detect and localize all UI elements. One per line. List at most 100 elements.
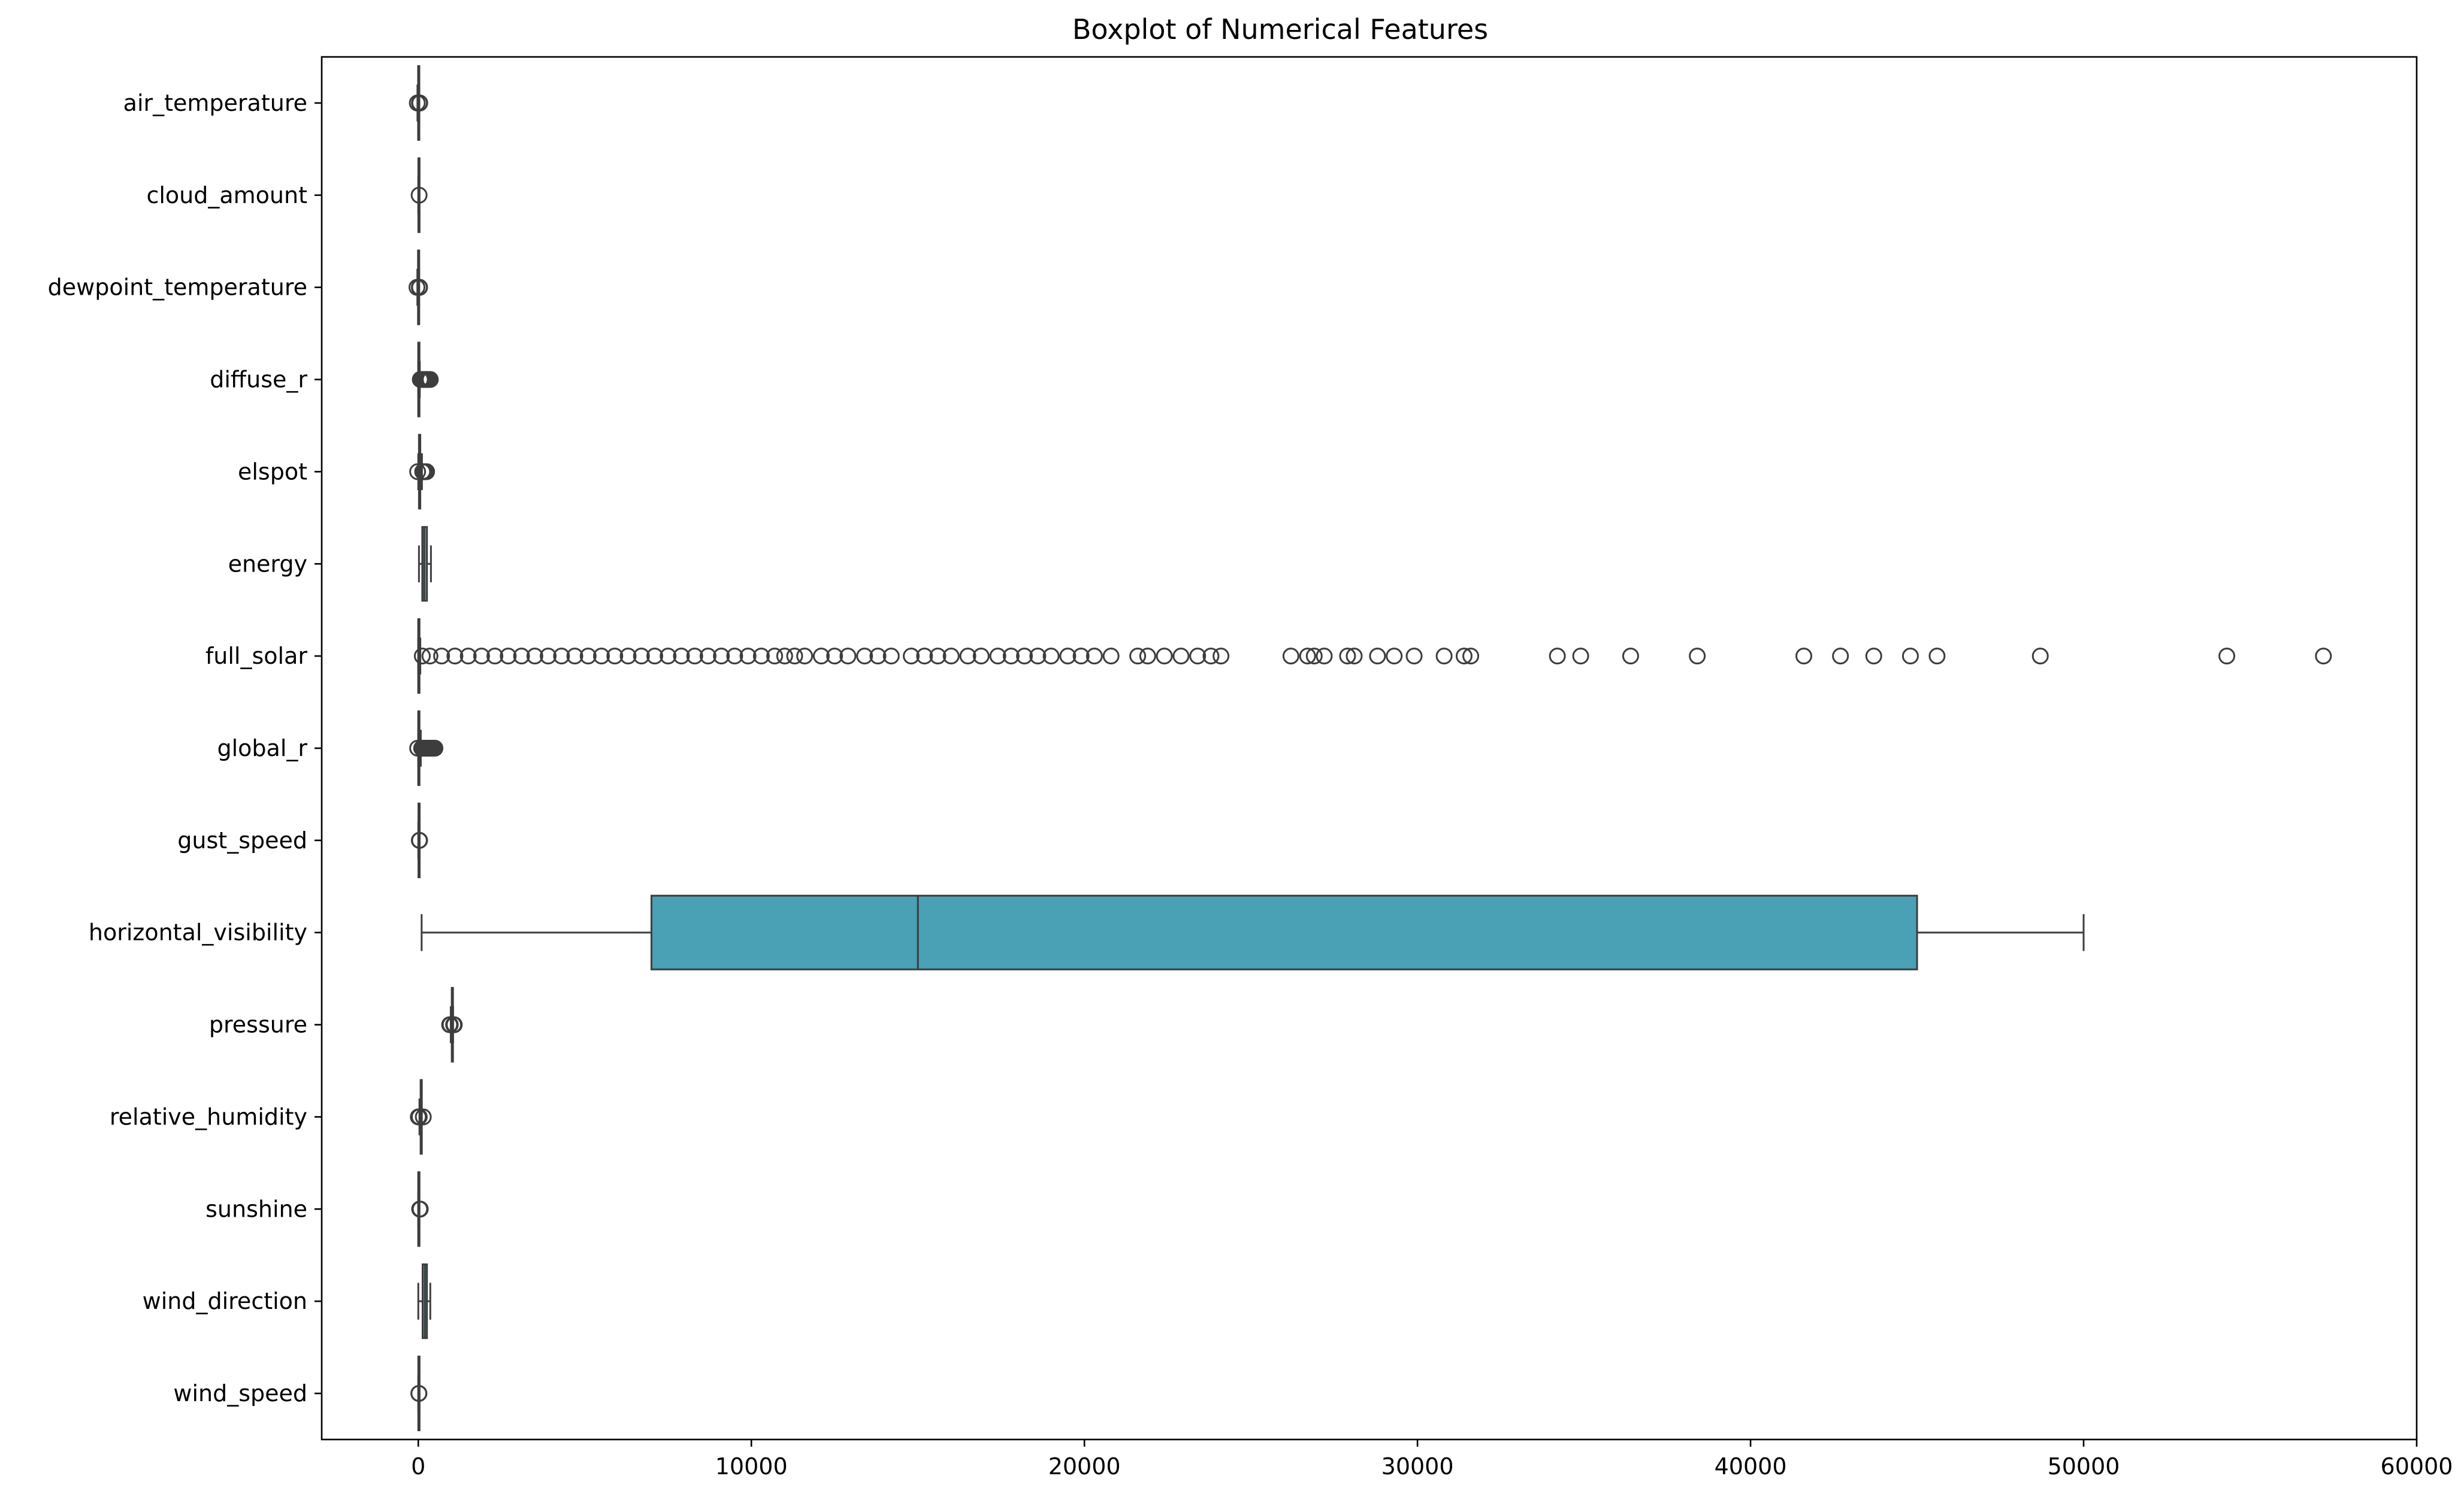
- outlier-point: [1016, 648, 1033, 665]
- outlier-point: [646, 648, 663, 665]
- outlier-point: [1435, 648, 1453, 665]
- outlier-point: [418, 463, 436, 480]
- outlier-point: [929, 648, 947, 665]
- x-tick-label: 50000: [2048, 1453, 2120, 1480]
- outlier-point: [413, 648, 431, 665]
- outlier-point: [1189, 648, 1207, 665]
- outlier-point: [540, 648, 557, 665]
- outlier-point: [410, 1385, 428, 1402]
- outlier-point: [699, 648, 716, 665]
- outlier-point: [1029, 648, 1047, 665]
- outlier-point: [839, 648, 857, 665]
- box-group-sunshine: [411, 1171, 429, 1247]
- y-tick-label: dewpoint_temperature: [48, 274, 307, 301]
- box-group-dewpoint-temperature: [409, 249, 428, 325]
- outlier-point: [1059, 648, 1077, 665]
- outlier-point: [500, 648, 517, 665]
- outlier-point: [739, 648, 757, 665]
- outlier-point: [411, 279, 428, 296]
- outlier-point: [903, 648, 920, 665]
- outlier-point: [916, 648, 933, 665]
- box-group-horizontal-visibility: [421, 894, 2085, 970]
- outlier-point: [593, 648, 610, 665]
- outlier-point: [869, 648, 887, 665]
- box-layer: [409, 65, 2332, 1432]
- x-tick-label: 30000: [1381, 1453, 1454, 1480]
- outlier-point: [513, 648, 530, 665]
- y-tick-label: wind_speed: [173, 1380, 307, 1407]
- outlier-point: [1832, 648, 1849, 665]
- outlier-point: [1172, 648, 1190, 665]
- outlier-point: [713, 648, 730, 665]
- outlier-point: [1339, 648, 1356, 665]
- box-iqr: [650, 894, 1918, 970]
- outlier-point: [1795, 648, 1813, 665]
- box-group-gust-speed: [410, 802, 428, 878]
- outlier-point: [812, 648, 830, 665]
- outlier-point: [1928, 648, 1946, 665]
- y-tick-label: global_r: [217, 735, 307, 761]
- x-tick-label: 40000: [1715, 1453, 1787, 1480]
- outlier-point: [796, 648, 814, 665]
- outlier-point: [1865, 648, 1882, 665]
- outlier-point: [660, 648, 677, 665]
- outlier-point: [2315, 648, 2332, 665]
- outlier-point: [726, 648, 743, 665]
- outlier-point: [1129, 648, 1147, 665]
- outlier-point: [1369, 648, 1386, 665]
- outlier-point: [1455, 648, 1473, 665]
- outlier-point: [1072, 648, 1090, 665]
- outlier-point: [826, 648, 843, 665]
- box-group-global-r: [409, 710, 444, 787]
- y-tick-label: cloud_amount: [146, 182, 307, 208]
- outlier-point: [1386, 648, 1403, 665]
- outlier-point: [766, 648, 784, 665]
- outlier-point: [415, 1108, 432, 1126]
- outlier-point: [972, 648, 990, 665]
- outlier-point: [1689, 648, 1706, 665]
- outlier-point: [473, 648, 490, 665]
- box-group-energy: [418, 526, 432, 602]
- outlier-point: [882, 648, 900, 665]
- outlier-point: [959, 648, 976, 665]
- y-tick-label: wind_direction: [143, 1288, 307, 1314]
- box-group-cloud-amount: [410, 157, 428, 233]
- outlier-point: [1102, 648, 1120, 665]
- outlier-point: [446, 648, 464, 665]
- outlier-point: [1156, 648, 1173, 665]
- box-group-elspot: [409, 434, 436, 510]
- y-tick-label: gust_speed: [177, 827, 307, 854]
- outlier-point: [2031, 648, 2049, 665]
- y-tick-label: full_solar: [205, 643, 307, 669]
- y-tick-label: energy: [228, 551, 307, 577]
- outlier-point: [1086, 648, 1103, 665]
- y-tick-label: horizontal_visibility: [89, 920, 307, 946]
- plot-frame: [321, 56, 2418, 1441]
- outlier-point: [566, 648, 584, 665]
- outlier-point: [989, 648, 1006, 665]
- y-tick-label: sunshine: [205, 1196, 307, 1222]
- outlier-point: [1405, 648, 1423, 665]
- outlier-point: [942, 648, 960, 665]
- outlier-point: [410, 1108, 428, 1126]
- outlier-point: [776, 648, 793, 665]
- box-group-relative-humidity: [410, 1079, 432, 1155]
- outlier-point: [486, 648, 504, 665]
- box-group-full-solar: [413, 618, 2332, 694]
- outlier-point: [1002, 648, 1020, 665]
- outlier-point: [1305, 648, 1323, 665]
- outlier-point: [633, 648, 650, 665]
- x-axis: 0 10000 20000 30000 40000 50000 60000: [411, 1439, 2453, 1480]
- outlier-point: [1139, 648, 1156, 665]
- x-tick-label: 20000: [1048, 1453, 1121, 1480]
- outlier-point: [409, 463, 427, 480]
- outlier-point: [1462, 648, 1480, 665]
- y-tick-label: air_temperature: [123, 90, 307, 116]
- outlier-point: [673, 648, 690, 665]
- outlier-point: [1213, 648, 1230, 665]
- outlier-point: [2218, 648, 2236, 665]
- outlier-point: [526, 648, 543, 665]
- outlier-point: [1901, 648, 1919, 665]
- outlier-point: [1316, 648, 1333, 665]
